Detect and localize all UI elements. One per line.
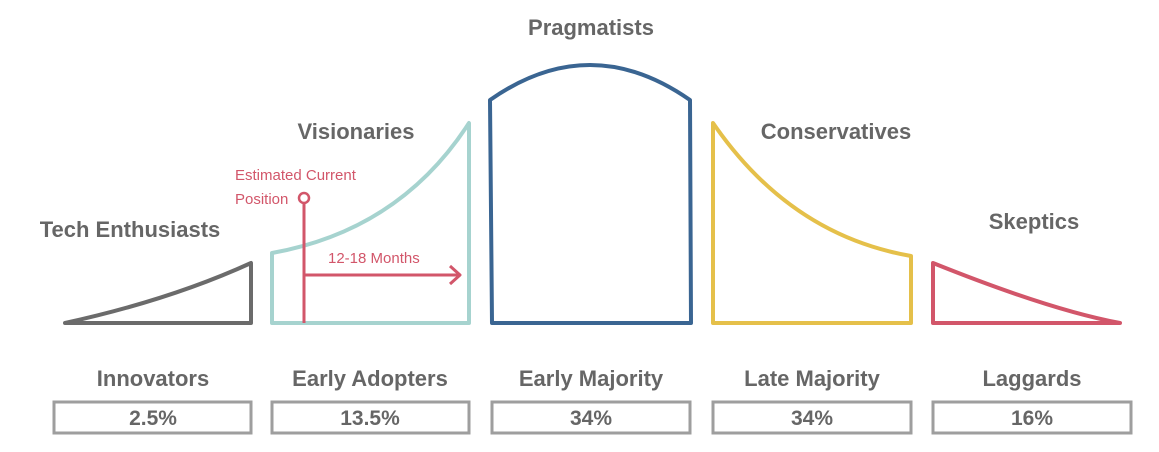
late-majority-curve (711, 121, 913, 325)
category-late-majority: Late Majority (744, 366, 880, 391)
early-majority-curve (488, 63, 693, 325)
early-adopters-curve (270, 121, 471, 325)
laggards-curve (931, 261, 1122, 325)
marker-label-line2: Position (235, 191, 288, 208)
percent-box-innovators: 2.5% (52, 400, 253, 435)
heading-tech-enthusiasts: Tech Enthusiasts (40, 217, 221, 242)
marker-label-line1: Estimated Current (235, 167, 357, 184)
current-position-marker: Estimated Current Position 12-18 Months (235, 167, 462, 323)
heading-conservatives: Conservatives (761, 119, 911, 144)
range-label: 12-18 Months (328, 250, 420, 267)
heading-visionaries: Visionaries (298, 119, 415, 144)
category-early-adopters: Early Adopters (292, 366, 448, 391)
category-innovators: Innovators (97, 366, 209, 391)
heading-pragmatists: Pragmatists (528, 15, 654, 40)
percent-box-early-majority: 34% (490, 400, 692, 435)
innovators-curve (63, 261, 253, 325)
percent-early-majority: 34% (570, 407, 612, 430)
percent-late-majority: 34% (791, 407, 833, 430)
percent-box-laggards: 16% (931, 400, 1133, 435)
percent-box-early-adopters: 13.5% (270, 400, 471, 435)
marker-dot (297, 191, 311, 205)
category-laggards: Laggards (982, 366, 1081, 391)
heading-skeptics: Skeptics (989, 209, 1080, 234)
range-arrow-head (448, 264, 462, 286)
percent-box-late-majority: 34% (711, 400, 913, 435)
category-early-majority: Early Majority (519, 366, 664, 391)
percent-early-adopters: 13.5% (340, 407, 400, 430)
percent-innovators: 2.5% (129, 407, 177, 430)
percent-laggards: 16% (1011, 407, 1053, 430)
